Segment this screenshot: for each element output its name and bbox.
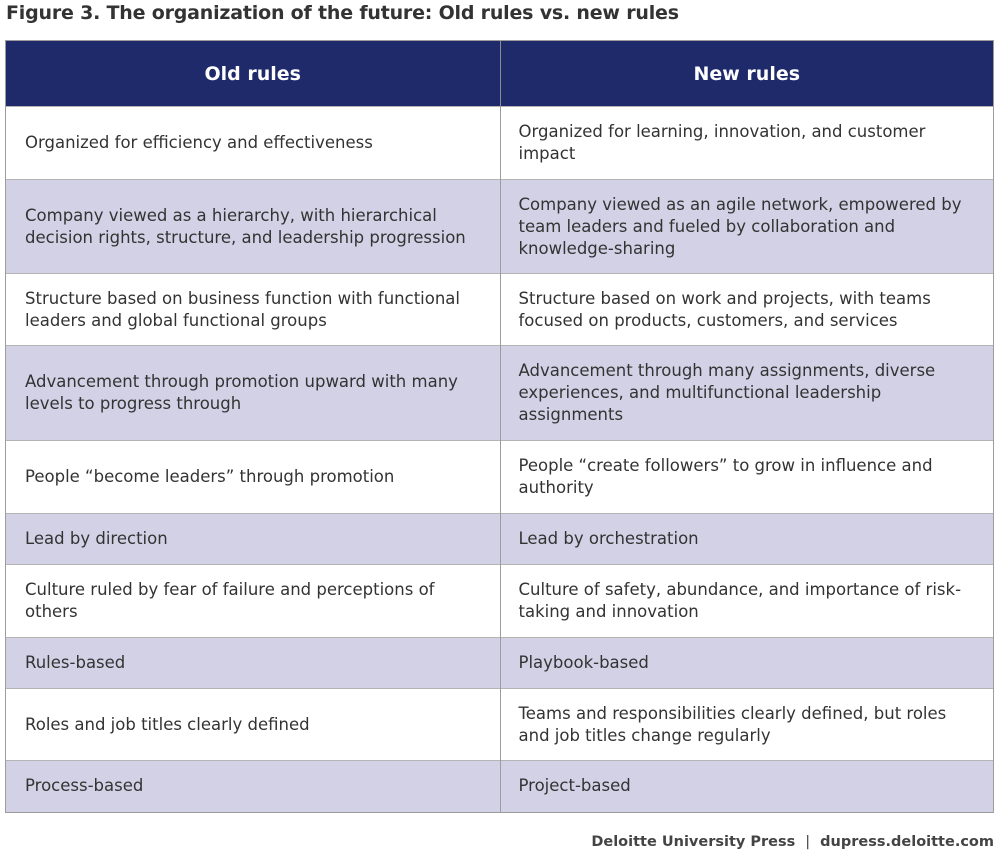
old-rule-cell: People “become leaders” through promotio… [6, 440, 501, 514]
table-row: Company viewed as a hierarchy, with hier… [6, 179, 993, 274]
old-rule-cell: Structure based on business function wit… [6, 273, 501, 346]
table-row: Advancement through promotion upward wit… [6, 345, 993, 441]
table-row: Roles and job titles clearly defined Tea… [6, 688, 993, 761]
new-rule-cell: Project-based [500, 760, 993, 812]
new-rule-cell: Company viewed as an agile network, empo… [500, 179, 993, 274]
header-new-rules: New rules [500, 41, 993, 107]
table-row: Rules-based Playbook-based [6, 637, 993, 689]
table-row: Structure based on business function wit… [6, 273, 993, 346]
old-rule-cell: Lead by direction [6, 513, 501, 565]
figure-title: Figure 3. The organization of the future… [6, 2, 679, 24]
credit-separator: | [805, 834, 811, 850]
table-header-row: Old rules New rules [6, 41, 993, 107]
source-credit: Deloitte University Press | dupress.deloit… [591, 834, 994, 850]
header-old-rules: Old rules [6, 41, 501, 107]
table-row: Lead by direction Lead by orchestration [6, 513, 993, 565]
old-rule-cell: Process-based [6, 760, 501, 812]
table-row: Organized for efficiency and effectivene… [6, 106, 993, 180]
table-row: Process-based Project-based [6, 760, 993, 812]
table-row: People “become leaders” through promotio… [6, 440, 993, 514]
comparison-table: Old rules New rules Organized for effici… [5, 40, 994, 813]
new-rule-cell: Lead by orchestration [500, 513, 993, 565]
new-rule-cell: Culture of safety, abundance, and import… [500, 564, 993, 638]
new-rule-cell: Teams and responsibilities clearly defin… [500, 688, 993, 761]
old-rule-cell: Rules-based [6, 637, 501, 689]
old-rule-cell: Organized for efficiency and effectivene… [6, 106, 501, 180]
new-rule-cell: People “create followers” to grow in inf… [500, 440, 993, 514]
new-rule-cell: Advancement through many assignments, di… [500, 345, 993, 441]
old-rule-cell: Advancement through promotion upward wit… [6, 345, 501, 441]
new-rule-cell: Structure based on work and projects, wi… [500, 273, 993, 346]
old-rule-cell: Roles and job titles clearly defined [6, 688, 501, 761]
new-rule-cell: Playbook-based [500, 637, 993, 689]
old-rule-cell: Company viewed as a hierarchy, with hier… [6, 179, 501, 274]
table-row: Culture ruled by fear of failure and per… [6, 564, 993, 638]
publisher-name: Deloitte University Press [591, 834, 796, 850]
new-rule-cell: Organized for learning, innovation, and … [500, 106, 993, 180]
old-rule-cell: Culture ruled by fear of failure and per… [6, 564, 501, 638]
publisher-url: dupress.deloitte.com [820, 834, 994, 850]
